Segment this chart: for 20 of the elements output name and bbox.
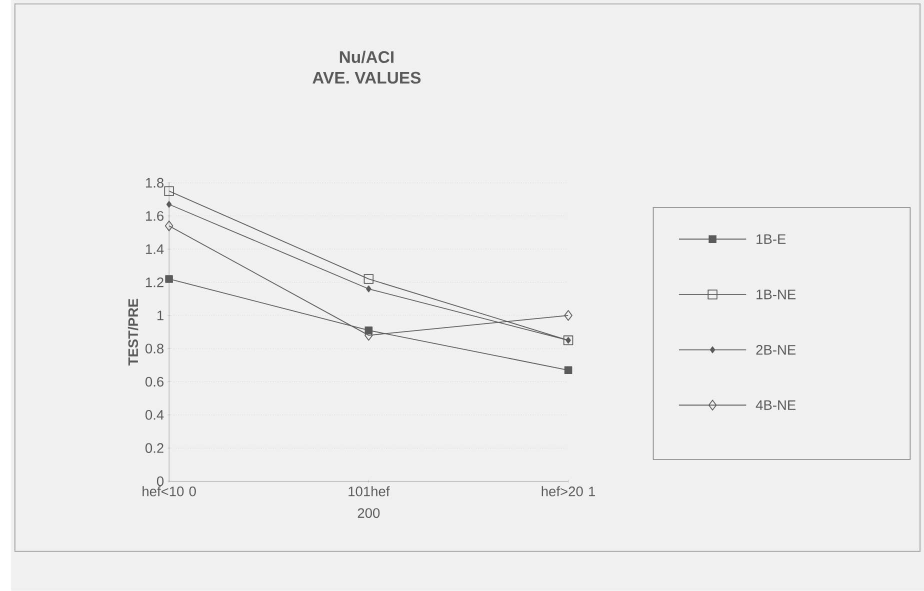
- legend-label: 1B-E: [756, 234, 786, 244]
- y-tick-label: 0.8: [145, 344, 164, 354]
- y-tick-label: 1.8: [146, 178, 164, 188]
- x-tick-label: 101hef 200: [348, 486, 390, 518]
- chart-title: Nu/ACI: [340, 50, 394, 64]
- y-tick-label: 1.2: [146, 277, 164, 288]
- legend-label: 1B-NE: [756, 290, 796, 300]
- y-tick-label: 0.6: [145, 376, 164, 387]
- chart-subtitle: AVE. VALUES: [312, 72, 421, 84]
- y-tick-label: 0.2: [145, 443, 164, 453]
- legend-label: 4B-NE: [756, 400, 796, 410]
- y-tick-label: 1.6: [146, 211, 164, 221]
- legend-label: 2B-NE: [756, 345, 796, 355]
- y-tick-label: 0.4: [145, 410, 164, 420]
- y-axis-title: TEST/PRE: [128, 298, 138, 366]
- y-tick-label: 1.4: [146, 244, 164, 254]
- y-tick-label: 1: [157, 310, 164, 320]
- x-tick-label: hef>20 1: [542, 486, 595, 496]
- y-tick-label: 0: [156, 476, 164, 486]
- x-tick-label: hef<10 0: [142, 486, 196, 496]
